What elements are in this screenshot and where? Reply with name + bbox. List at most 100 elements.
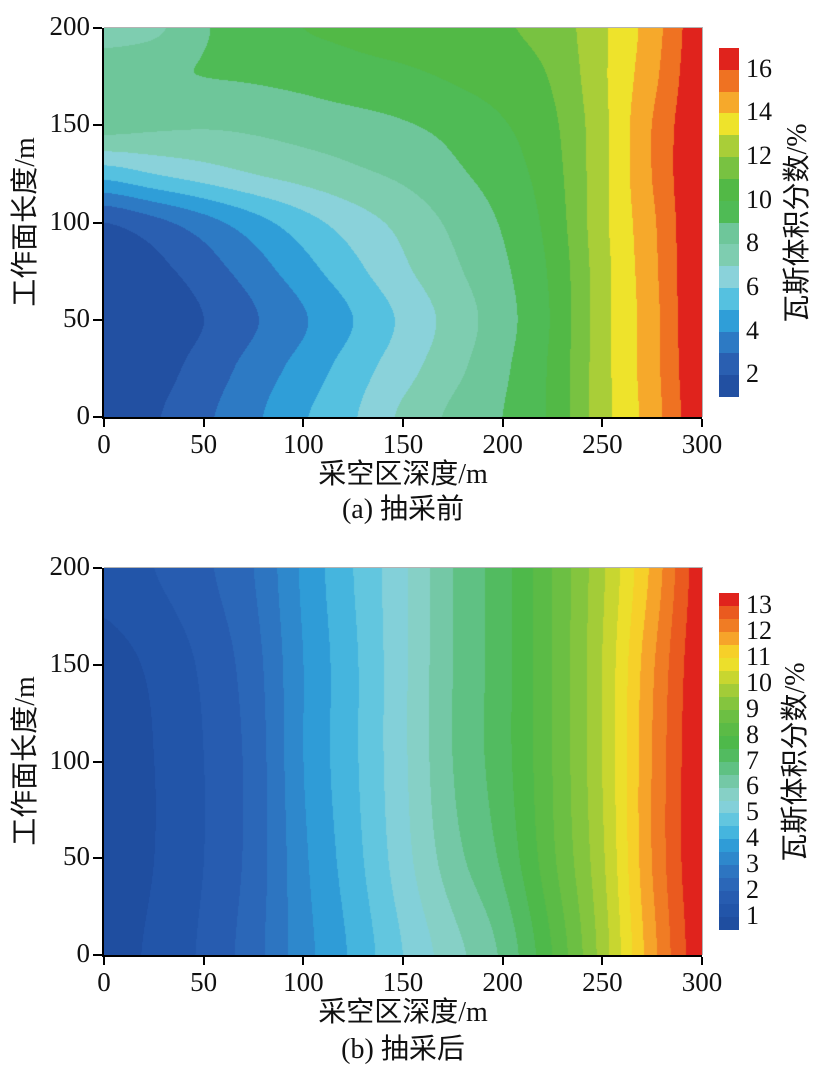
colorbar-segment-b [719, 735, 739, 749]
x-tick-label-b: 0 [97, 967, 111, 997]
colorbar-segment-a [719, 266, 739, 288]
colorbar-segment-b [719, 670, 739, 684]
x-tick-label-b: 150 [382, 967, 424, 997]
y-tick-label-a: 100 [49, 205, 91, 236]
x-tick-a [302, 419, 305, 427]
colorbar-segment-b [719, 644, 739, 658]
colorbar-segment-b [719, 709, 739, 723]
colorbar-tick-label-b: 11 [746, 641, 772, 671]
colorbar-segment-b [719, 593, 739, 606]
colorbar-tick-label-a: 6 [746, 271, 759, 301]
subfigure-caption-a: (a) 抽采前 [341, 494, 465, 525]
contour-field-before-drainage [104, 28, 702, 417]
x-axis-line-b [102, 955, 702, 957]
colorbar-tick-label-b: 12 [746, 615, 772, 645]
y-tick-label-a: 200 [49, 11, 91, 41]
x-tick-label-b: 300 [681, 967, 723, 997]
colorbar-tick-label-a: 14 [746, 97, 772, 127]
y-tick-a [93, 221, 102, 224]
colorbar-segment-a [719, 48, 739, 70]
x-tick-label-a: 0 [97, 429, 111, 459]
y-tick-label-a: 150 [49, 108, 91, 139]
colorbar-segment-a [719, 178, 739, 201]
colorbar-segment-a [719, 244, 739, 267]
colorbar-tick-label-b: 13 [746, 589, 772, 619]
x-tick-label-a: 200 [482, 429, 523, 459]
x-tick-a [202, 419, 205, 427]
plot-frame-top-a [104, 27, 703, 28]
x-tick-a [501, 419, 504, 427]
x-axis-label-a: 采空区深度/m [318, 459, 488, 490]
colorbar-segment-b [719, 605, 739, 619]
plot-frame-right-b [702, 567, 703, 955]
x-tick-a [601, 419, 604, 427]
colorbar-tick-label-b: 5 [746, 797, 759, 827]
y-tick-label-a: 0 [76, 400, 91, 430]
colorbar-segment-a [719, 157, 739, 179]
x-tick-label-a: 250 [582, 429, 623, 459]
y-axis-line-a [102, 28, 104, 419]
colorbar-segment-a [719, 331, 739, 354]
colorbar-tick-label-b: 7 [746, 745, 759, 775]
x-axis-line-a [102, 417, 702, 419]
y-tick-label-b: 100 [49, 744, 91, 775]
colorbar-segment-b [719, 631, 739, 645]
y-tick-label-a: 50 [63, 302, 90, 333]
colorbar-segment-b [719, 878, 739, 892]
x-tick-label-a: 50 [190, 429, 218, 459]
y-axis-line-b [102, 568, 104, 957]
colorbar-segment-b [719, 618, 739, 632]
y-tick-label-b: 200 [49, 551, 91, 581]
x-axis-label-b: 采空区深度/m [318, 997, 488, 1028]
colorbar-tick-label-b: 3 [746, 849, 759, 879]
colorbar-segment-b [719, 865, 739, 879]
colorbar-tick-label-a: 2 [746, 359, 759, 389]
colorbar-segment-b [719, 917, 739, 931]
x-tick-label-b: 50 [190, 967, 218, 997]
x-tick-b [202, 957, 205, 965]
colorbar-b [719, 593, 739, 931]
contour-field-after-drainage [104, 568, 702, 955]
colorbar-segment-b [719, 826, 739, 840]
x-tick-a [402, 419, 404, 427]
colorbar-segment-b [719, 852, 739, 866]
y-tick-b [93, 857, 102, 860]
colorbar-segment-a [719, 309, 739, 332]
x-tick-a [701, 419, 703, 427]
colorbar-segment-b [719, 696, 739, 710]
x-tick-label-b: 200 [482, 967, 523, 997]
y-tick-a [93, 416, 102, 418]
colorbar-tick-label-b: 9 [746, 693, 759, 723]
x-tick-b [501, 957, 504, 965]
x-tick-label-b: 100 [283, 967, 324, 997]
y-tick-label-b: 0 [76, 938, 91, 968]
y-tick-label-b: 50 [63, 841, 90, 872]
y-tick-label-b: 150 [49, 647, 91, 678]
x-tick-a [103, 419, 105, 427]
colorbar-segment-b [719, 774, 739, 788]
colorbar-segment-a [719, 287, 739, 310]
colorbar-a [719, 48, 739, 397]
colorbar-segment-b [719, 761, 739, 775]
colorbar-segment-a [719, 135, 739, 158]
x-tick-label-a: 300 [681, 429, 723, 459]
colorbar-tick-label-b: 2 [746, 875, 759, 905]
x-tick-b [302, 957, 305, 965]
colorbar-segment-a [719, 200, 739, 223]
colorbar-segment-b [719, 748, 739, 762]
x-tick-label-b: 250 [582, 967, 623, 997]
colorbar-tick-label-a: 16 [746, 53, 772, 83]
x-tick-label-a: 150 [382, 429, 424, 459]
colorbar-segment-b [719, 657, 739, 671]
colorbar-tick-label-b: 8 [746, 719, 759, 749]
y-tick-a [93, 27, 102, 29]
y-tick-a [93, 124, 102, 127]
plot-frame-right-a [702, 27, 703, 417]
colorbar-segment-b [719, 904, 739, 918]
plot-frame-top-b [104, 567, 703, 568]
colorbar-tick-label-b: 4 [746, 823, 759, 853]
colorbar-segment-b [719, 839, 739, 853]
colorbar-tick-label-a: 4 [746, 315, 759, 345]
colorbar-segment-a [719, 222, 739, 245]
